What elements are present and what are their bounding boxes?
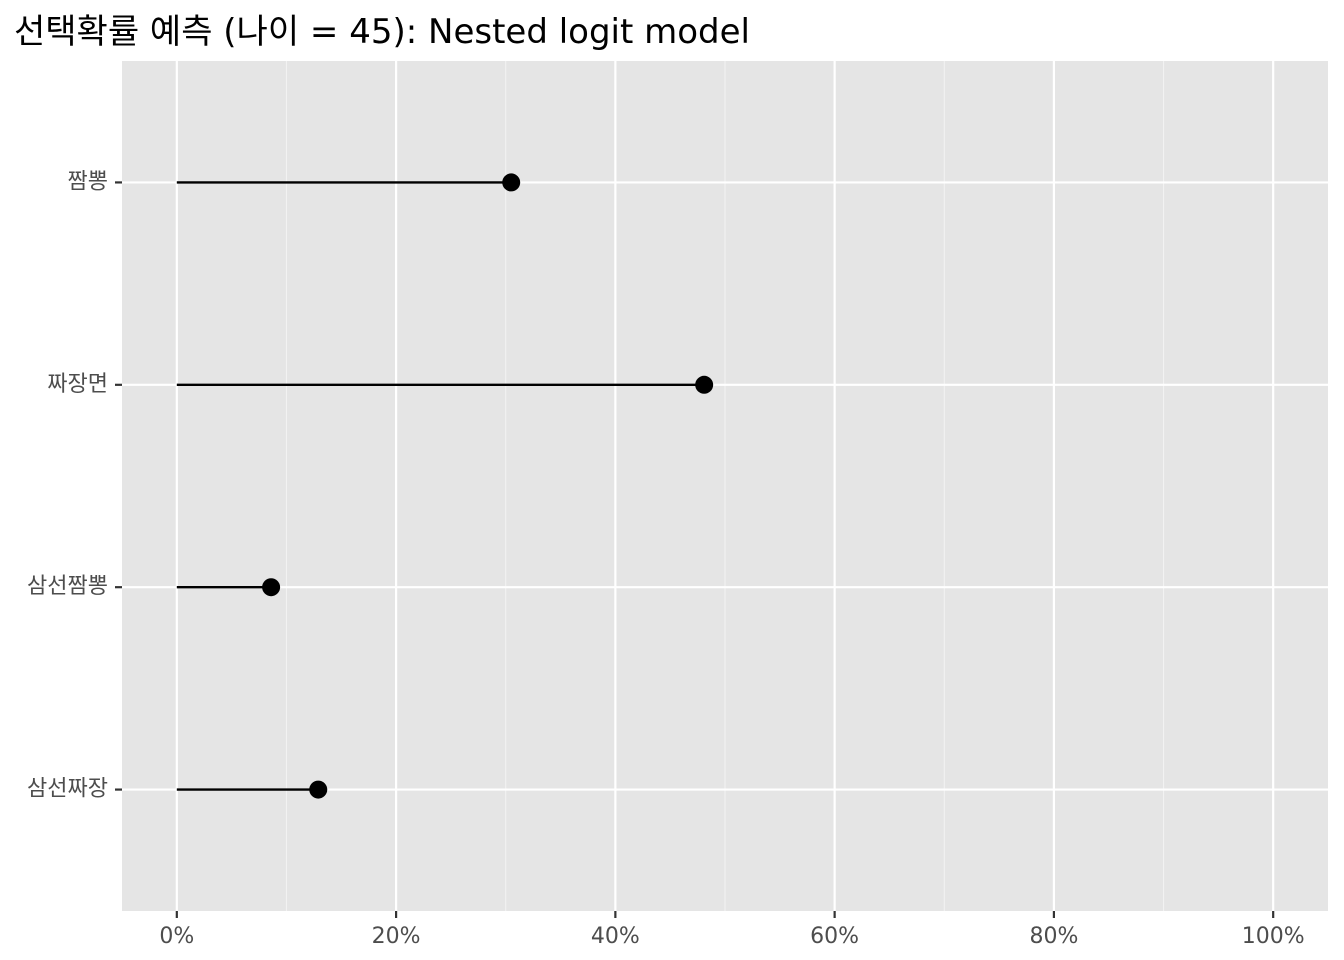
data-point	[262, 578, 281, 597]
data-point	[502, 173, 521, 192]
lollipop-points	[262, 173, 714, 799]
x-tick-label: 80%	[1029, 924, 1078, 949]
data-point	[309, 780, 328, 799]
x-tick-label: 0%	[159, 924, 194, 949]
y-tick-label: 짜장면	[47, 372, 108, 397]
y-tick-label: 삼선짜장	[27, 777, 108, 802]
x-tick-label: 20%	[372, 924, 421, 949]
x-tick-label: 60%	[810, 924, 859, 949]
y-tick-label: 짬뽕	[68, 169, 108, 194]
x-tick-label: 100%	[1242, 924, 1305, 949]
minor-gridlines	[285, 61, 1165, 911]
x-tick-label: 40%	[591, 924, 640, 949]
data-point	[695, 375, 714, 394]
x-axis: 0% 20% 40% 60% 80% 100%	[159, 911, 1305, 949]
chart-title: 선택확률 예측 (나이 = 45): Nested logit model	[14, 12, 751, 52]
y-tick-label: 삼선짬뽕	[27, 574, 108, 599]
lollipop-segments	[176, 181, 705, 791]
